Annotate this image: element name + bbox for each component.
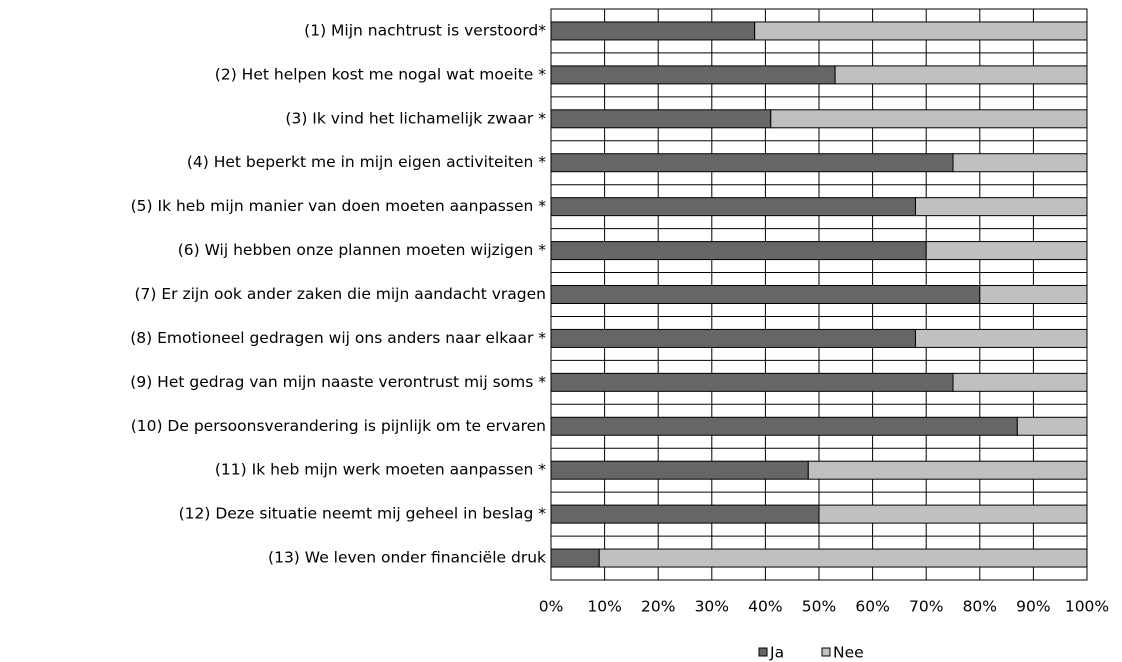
x-tick-label: 90% xyxy=(1016,598,1050,616)
legend-swatch xyxy=(758,647,768,657)
bar xyxy=(550,197,916,217)
bar xyxy=(754,21,1088,41)
x-tick-label: 70% xyxy=(909,598,943,616)
x-tick-label: 10% xyxy=(587,598,621,616)
y-tick-label: (8) Emotioneel gedragen wij ons anders n… xyxy=(130,329,546,347)
y-tick-label: (13) We leven onder financiële druk xyxy=(268,549,546,567)
y-tick-label: (10) De persoonsverandering is pijnlijk … xyxy=(131,417,546,435)
bar xyxy=(770,109,1088,129)
y-tick-label: (6) Wij hebben onze plannen moeten wijzi… xyxy=(178,241,547,259)
bar xyxy=(914,197,1088,217)
x-tick-label: 0% xyxy=(539,598,564,616)
y-tick-label: (1) Mijn nachtrust is verstoord* xyxy=(304,21,546,39)
bar xyxy=(550,21,756,41)
y-tick-label: (2) Het helpen kost me nogal wat moeite … xyxy=(215,65,546,83)
bar xyxy=(550,241,927,261)
bar xyxy=(818,504,1088,524)
bar xyxy=(979,285,1088,304)
bar xyxy=(550,548,600,568)
bar xyxy=(807,460,1088,480)
bar xyxy=(914,328,1088,348)
x-tick-label: 80% xyxy=(963,598,997,616)
bar xyxy=(550,504,820,524)
y-tick-label: (12) Deze situatie neemt mij geheel in b… xyxy=(179,505,547,523)
bar xyxy=(550,460,809,480)
legend-label: Ja xyxy=(769,644,784,662)
y-tick-label: (11) Ik heb mijn werk moeten aanpassen * xyxy=(215,461,546,479)
plot-border xyxy=(550,8,1088,581)
y-tick-label: (3) Ik vind het lichamelijk zwaar * xyxy=(285,109,546,127)
bar xyxy=(550,416,1018,436)
x-tick-label: 100% xyxy=(1065,598,1109,616)
x-tick-label: 60% xyxy=(855,598,889,616)
y-tick-label: (9) Het gedrag van mijn naaste verontrus… xyxy=(130,373,546,391)
y-tick-label: (4) Het beperkt me in mijn eigen activit… xyxy=(187,153,546,171)
bar xyxy=(598,548,1088,568)
bar xyxy=(550,109,772,129)
bar xyxy=(550,285,981,304)
x-tick-label: 30% xyxy=(695,598,729,616)
x-tick-label: 20% xyxy=(641,598,675,616)
bar xyxy=(952,153,1088,173)
bar xyxy=(550,65,836,85)
x-tick-label: 40% xyxy=(748,598,782,616)
y-tick-label: (5) Ik heb mijn manier van doen moeten a… xyxy=(131,197,547,215)
bar xyxy=(550,153,954,173)
legend-label: Nee xyxy=(833,644,864,662)
bar xyxy=(834,65,1088,85)
bar xyxy=(925,241,1088,261)
x-tick-label: 50% xyxy=(802,598,836,616)
bar xyxy=(550,372,954,392)
bar xyxy=(1016,416,1088,436)
bar xyxy=(952,372,1088,392)
legend-swatch xyxy=(821,647,831,657)
y-tick-label: (7) Er zijn ook ander zaken die mijn aan… xyxy=(134,285,546,303)
bar xyxy=(550,328,916,348)
